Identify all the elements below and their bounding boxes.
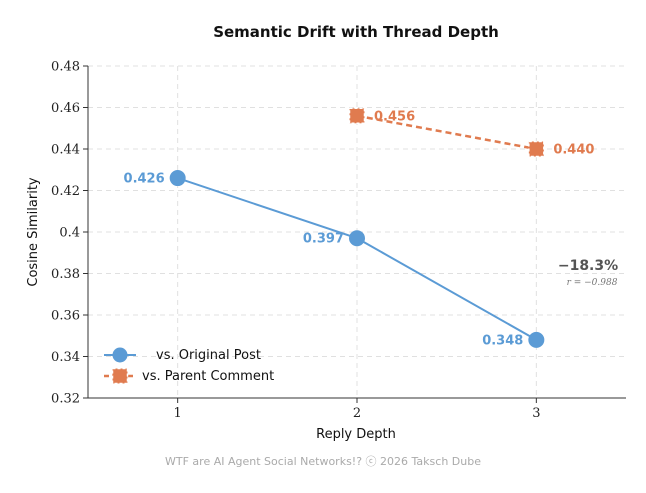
data-point (169, 170, 186, 187)
data-point (528, 331, 545, 348)
data-label: 0.440 (553, 143, 594, 158)
data-label: 0.426 (124, 172, 165, 187)
correlation-annotation: r = −0.988 (567, 278, 618, 288)
y-tick-label: 0.38 (51, 267, 80, 282)
data-label: 0.456 (374, 109, 415, 124)
data-label: 0.348 (482, 333, 523, 348)
series-group: 0.426 0.397 0.348 0.456 0.440 (124, 107, 594, 348)
legend-label-original-post: vs. Original Post (156, 348, 261, 363)
x-tick-label: 3 (532, 406, 540, 421)
legend-marker-parent-comment (111, 367, 129, 385)
footer-credit: WTF are AI Agent Social Networks!? ⓒ 202… (165, 455, 481, 468)
axis-ticks: 0.32 0.34 0.36 0.38 0.4 0.42 0.44 0.46 0.48 1 2 3 (51, 60, 540, 422)
legend: vs. Original Post vs. Parent Comment (104, 347, 274, 385)
x-tick-label: 1 (174, 406, 182, 421)
data-label: 0.397 (303, 232, 344, 247)
legend-marker-original-post (112, 347, 128, 363)
chart-title: Semantic Drift with Thread Depth (213, 23, 499, 41)
y-tick-label: 0.42 (51, 184, 80, 199)
series-line-vs-parent-comment (356, 114, 537, 151)
y-axis-label: Cosine Similarity (26, 177, 41, 287)
y-tick-label: 0.4 (59, 226, 80, 241)
y-tick-label: 0.46 (51, 101, 80, 116)
x-tick-label: 2 (353, 406, 361, 421)
data-point (349, 230, 365, 247)
percent-change-annotation: −18.3% (558, 258, 618, 274)
y-tick-label: 0.48 (51, 60, 80, 75)
y-tick-label: 0.32 (51, 392, 80, 407)
legend-label-parent-comment: vs. Parent Comment (142, 369, 274, 384)
y-tick-label: 0.44 (51, 143, 80, 158)
data-point (528, 140, 545, 158)
data-point (348, 107, 366, 125)
y-tick-label: 0.36 (51, 309, 80, 324)
y-tick-label: 0.34 (51, 350, 80, 365)
x-axis-label: Reply Depth (316, 427, 396, 442)
